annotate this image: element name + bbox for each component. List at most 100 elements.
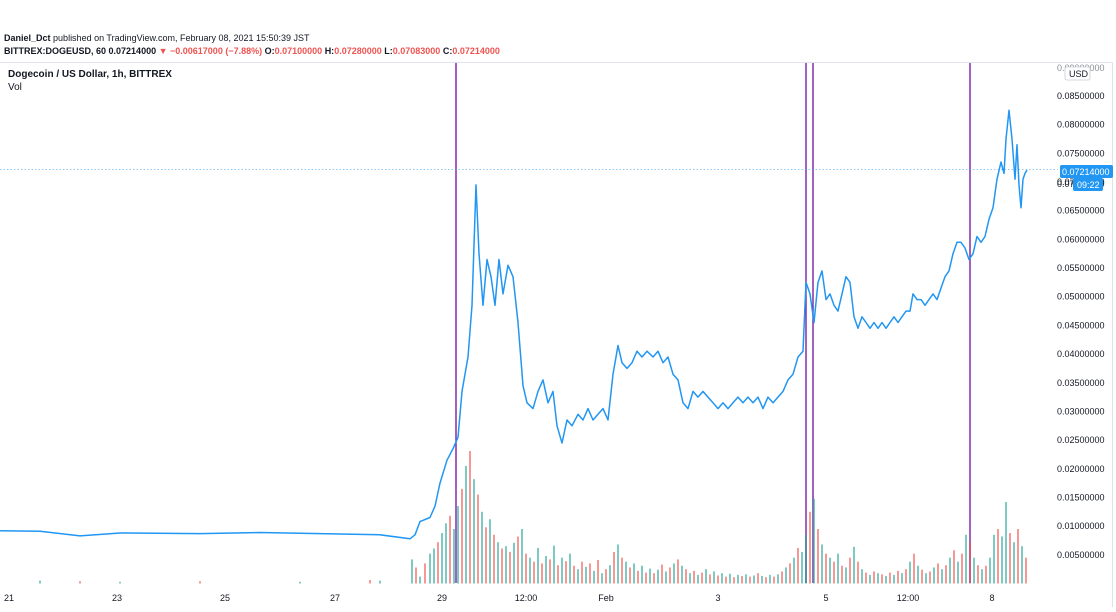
chart-frame[interactable] [0,62,1113,607]
volume-bar [1005,502,1007,584]
volume-bar [925,573,927,584]
volume-bar [913,553,915,584]
volume-bar [849,557,851,584]
volume-bar [429,553,431,584]
volume-bar [513,542,515,584]
volume-bar [757,573,759,584]
volume-bar [945,565,947,584]
volume-bar [853,546,855,584]
ohlc-line: BITTREX:DOGEUSD, 60 0.07214000 ▼ −0.0061… [4,46,500,56]
volume-bar [39,580,41,584]
volume-bar [785,567,787,584]
volume-bar [677,559,679,584]
volume-bar [997,529,999,584]
volume-bar [465,465,467,584]
symbol-title[interactable]: Dogecoin / US Dollar, 1h, BITTREX [8,69,172,80]
volume-bar [873,571,875,584]
volume-bar [865,572,867,584]
x-tick-label: 8 [989,593,994,603]
countdown-text: 09:22 [1077,180,1100,190]
volume-bar [797,547,799,584]
y-tick-label: 0.01500000 [1057,492,1105,502]
volume-bar [79,581,81,584]
volume-bar [721,573,723,584]
volume-bar [881,574,883,584]
y-tick-label: 0.05000000 [1057,292,1105,302]
volume-bar [745,574,747,584]
volume-bar [119,581,121,584]
volume-bar [457,506,459,584]
volume-bar [1009,533,1011,584]
volume-bar [441,533,443,584]
ohlc-open-label: O: [264,46,275,56]
y-tick-label: 0.02000000 [1057,464,1105,474]
volume-bar [901,573,903,584]
volume-bar [965,534,967,584]
volume-bar [953,550,955,584]
volume-bar [621,557,623,584]
volume-bar [789,563,791,584]
volume-bar [605,569,607,584]
volume-bar [597,559,599,584]
countdown-tag [1073,178,1103,191]
volume-bar [709,574,711,584]
volume-bar [681,565,683,584]
volume-bar [501,548,503,584]
ohlc-close: 0.07214000 [452,46,500,56]
volume-bar [837,553,839,584]
ohlc-low: 0.07083000 [392,46,441,56]
volume-bar [773,576,775,584]
volume-bar [517,536,519,584]
volume-label[interactable]: Vol [8,82,22,93]
currency-label-box[interactable] [1064,66,1091,81]
volume-bar [577,569,579,584]
y-tick-label: 0.08500000 [1057,91,1105,101]
volume-bar [905,569,907,584]
x-tick-label: 23 [112,593,122,603]
volume-bar [761,576,763,584]
volume-bar [637,570,639,584]
x-tick-label: 21 [4,593,14,603]
publish-line: Daniel_Dct published on TradingView.com,… [4,33,310,43]
volume-bar [973,557,975,584]
y-tick-label: 0.05500000 [1057,263,1105,273]
x-tick-label: Feb [598,593,614,603]
volume-bar [741,576,743,584]
price-tag-text: 0.07214000 [1062,167,1110,177]
volume-bar [725,576,727,584]
volume-bar [493,534,495,584]
ohlc-symbol: BITTREX:DOGEUSD, 60 [4,46,107,56]
volume-bar [541,563,543,584]
ohlc-high: 0.07280000 [334,46,382,56]
volume-bar [497,542,499,584]
y-tick-label: 0.04000000 [1057,349,1105,359]
volume-bar [537,547,539,584]
volume-bar [1017,529,1019,584]
volume-bar [461,488,463,584]
volume-bar [557,565,559,584]
x-tick-label: 27 [330,593,340,603]
volume-bar [733,577,735,584]
volume-bar [885,576,887,584]
volume-bar [485,527,487,584]
volume-bar [941,569,943,584]
volume-bar [415,567,417,584]
volume-bar [449,515,451,584]
volume-bar [825,553,827,584]
y-axis: 0.085000000.080000000.075000000.07000000… [1057,91,1105,560]
volume-bar [477,494,479,584]
volume-bar [781,571,783,584]
y-tick-label: 0.04500000 [1057,320,1105,330]
volume-bar [445,523,447,584]
volume-bar [817,529,819,584]
volume-bar [545,555,547,584]
volume-bar [633,563,635,584]
volume-bar [629,567,631,584]
volume-bar [411,559,413,584]
x-axis: 21 23 25 27 29 12:00 Feb 3 5 12:00 8 [4,593,995,603]
volume-bar [419,576,421,584]
publisher-name[interactable]: Daniel_Dct [4,33,51,43]
y-tick-label: 0.02500000 [1057,435,1105,445]
volume-bar [813,498,815,584]
